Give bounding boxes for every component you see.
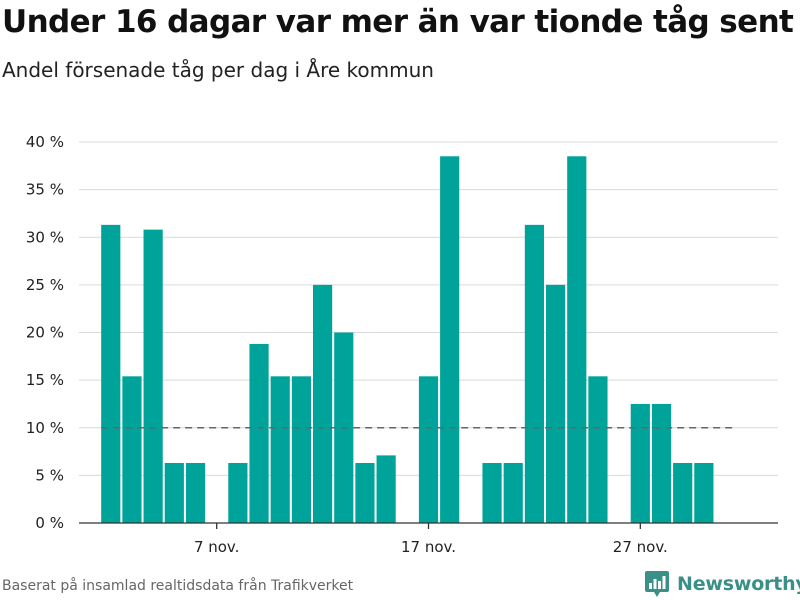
bar <box>694 462 714 523</box>
y-tick-label: 0 % <box>35 514 64 532</box>
bar <box>164 462 184 523</box>
y-tick-label: 10 % <box>26 419 64 437</box>
bar <box>440 156 460 523</box>
bar <box>122 376 142 523</box>
brand-name: Newsworthy <box>677 573 800 595</box>
bar <box>313 284 333 523</box>
bar <box>482 462 502 523</box>
brand-logo: Newsworthy <box>644 568 800 600</box>
y-tick-label: 20 % <box>26 324 64 342</box>
x-tick-label: 27 nov. <box>613 538 668 556</box>
bar <box>101 224 121 523</box>
y-tick-label: 25 % <box>26 276 64 294</box>
y-tick-label: 15 % <box>26 371 64 389</box>
bars <box>101 156 714 523</box>
y-tick-label: 35 % <box>26 181 64 199</box>
bar <box>270 376 290 523</box>
bar <box>651 403 672 523</box>
bar <box>503 462 523 523</box>
y-axis-labels: 0 % 5 % 10 % 15 % 20 % 25 % 30 % 35 % 40 % <box>26 133 64 532</box>
bar <box>143 229 163 523</box>
chart-subtitle: Andel försenade tåg per dag i Åre kommun <box>2 58 434 82</box>
bar <box>524 224 544 523</box>
bar <box>567 156 587 523</box>
x-tick-label: 17 nov. <box>401 538 456 556</box>
bar <box>546 284 566 523</box>
y-tick-label: 30 % <box>26 228 64 246</box>
bar <box>418 376 439 523</box>
bar <box>630 403 650 523</box>
bar <box>376 455 396 523</box>
bar <box>588 376 608 523</box>
y-tick-label: 5 % <box>35 466 64 484</box>
newsworthy-logo-icon <box>645 571 669 597</box>
y-tick-label: 40 % <box>26 133 64 151</box>
bar-chart: 0 % 5 % 10 % 15 % 20 % 25 % 30 % 35 % 40 % 7 nov… <box>26 133 778 556</box>
x-axis: 7 nov. 17 nov. 27 nov. <box>79 522 778 556</box>
chart-title: Under 16 dagar var mer än var tionde tåg… <box>2 4 794 40</box>
bar <box>228 462 248 523</box>
bar <box>291 376 311 523</box>
bar <box>249 343 269 523</box>
bar <box>355 462 375 523</box>
bar <box>673 462 693 523</box>
source-note: Baserat på insamlad realtidsdata från Tr… <box>2 578 354 594</box>
x-tick-label: 7 nov. <box>194 538 239 556</box>
bar <box>185 462 206 523</box>
